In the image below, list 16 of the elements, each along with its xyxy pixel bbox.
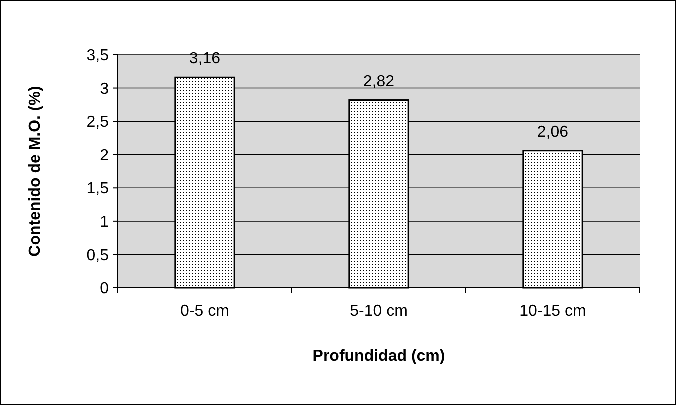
- y-tick-label: 0,5: [86, 247, 110, 264]
- data-label: 2,06: [537, 124, 569, 141]
- y-tick-label: 0: [100, 280, 110, 298]
- y-tick-label: 1: [100, 214, 110, 232]
- y-tick-label: 2,5: [86, 114, 110, 132]
- data-label: 3,16: [189, 50, 221, 68]
- x-tick-label: 10-15 cm: [520, 303, 586, 320]
- y-tick-label: 1,5: [86, 180, 110, 198]
- x-axis-title: Profundidad (cm): [312, 348, 446, 365]
- y-tick-label: 3: [100, 80, 110, 98]
- data-label: 2,82: [363, 73, 395, 90]
- y-tick-label: 3,5: [86, 48, 110, 65]
- x-tick-label: 5-10 cm: [350, 303, 408, 320]
- x-tick-label: 0-5 cm: [180, 303, 230, 320]
- y-tick-label: 2: [100, 147, 110, 164]
- y-axis-title: Contenido de M.O. (%): [27, 86, 44, 257]
